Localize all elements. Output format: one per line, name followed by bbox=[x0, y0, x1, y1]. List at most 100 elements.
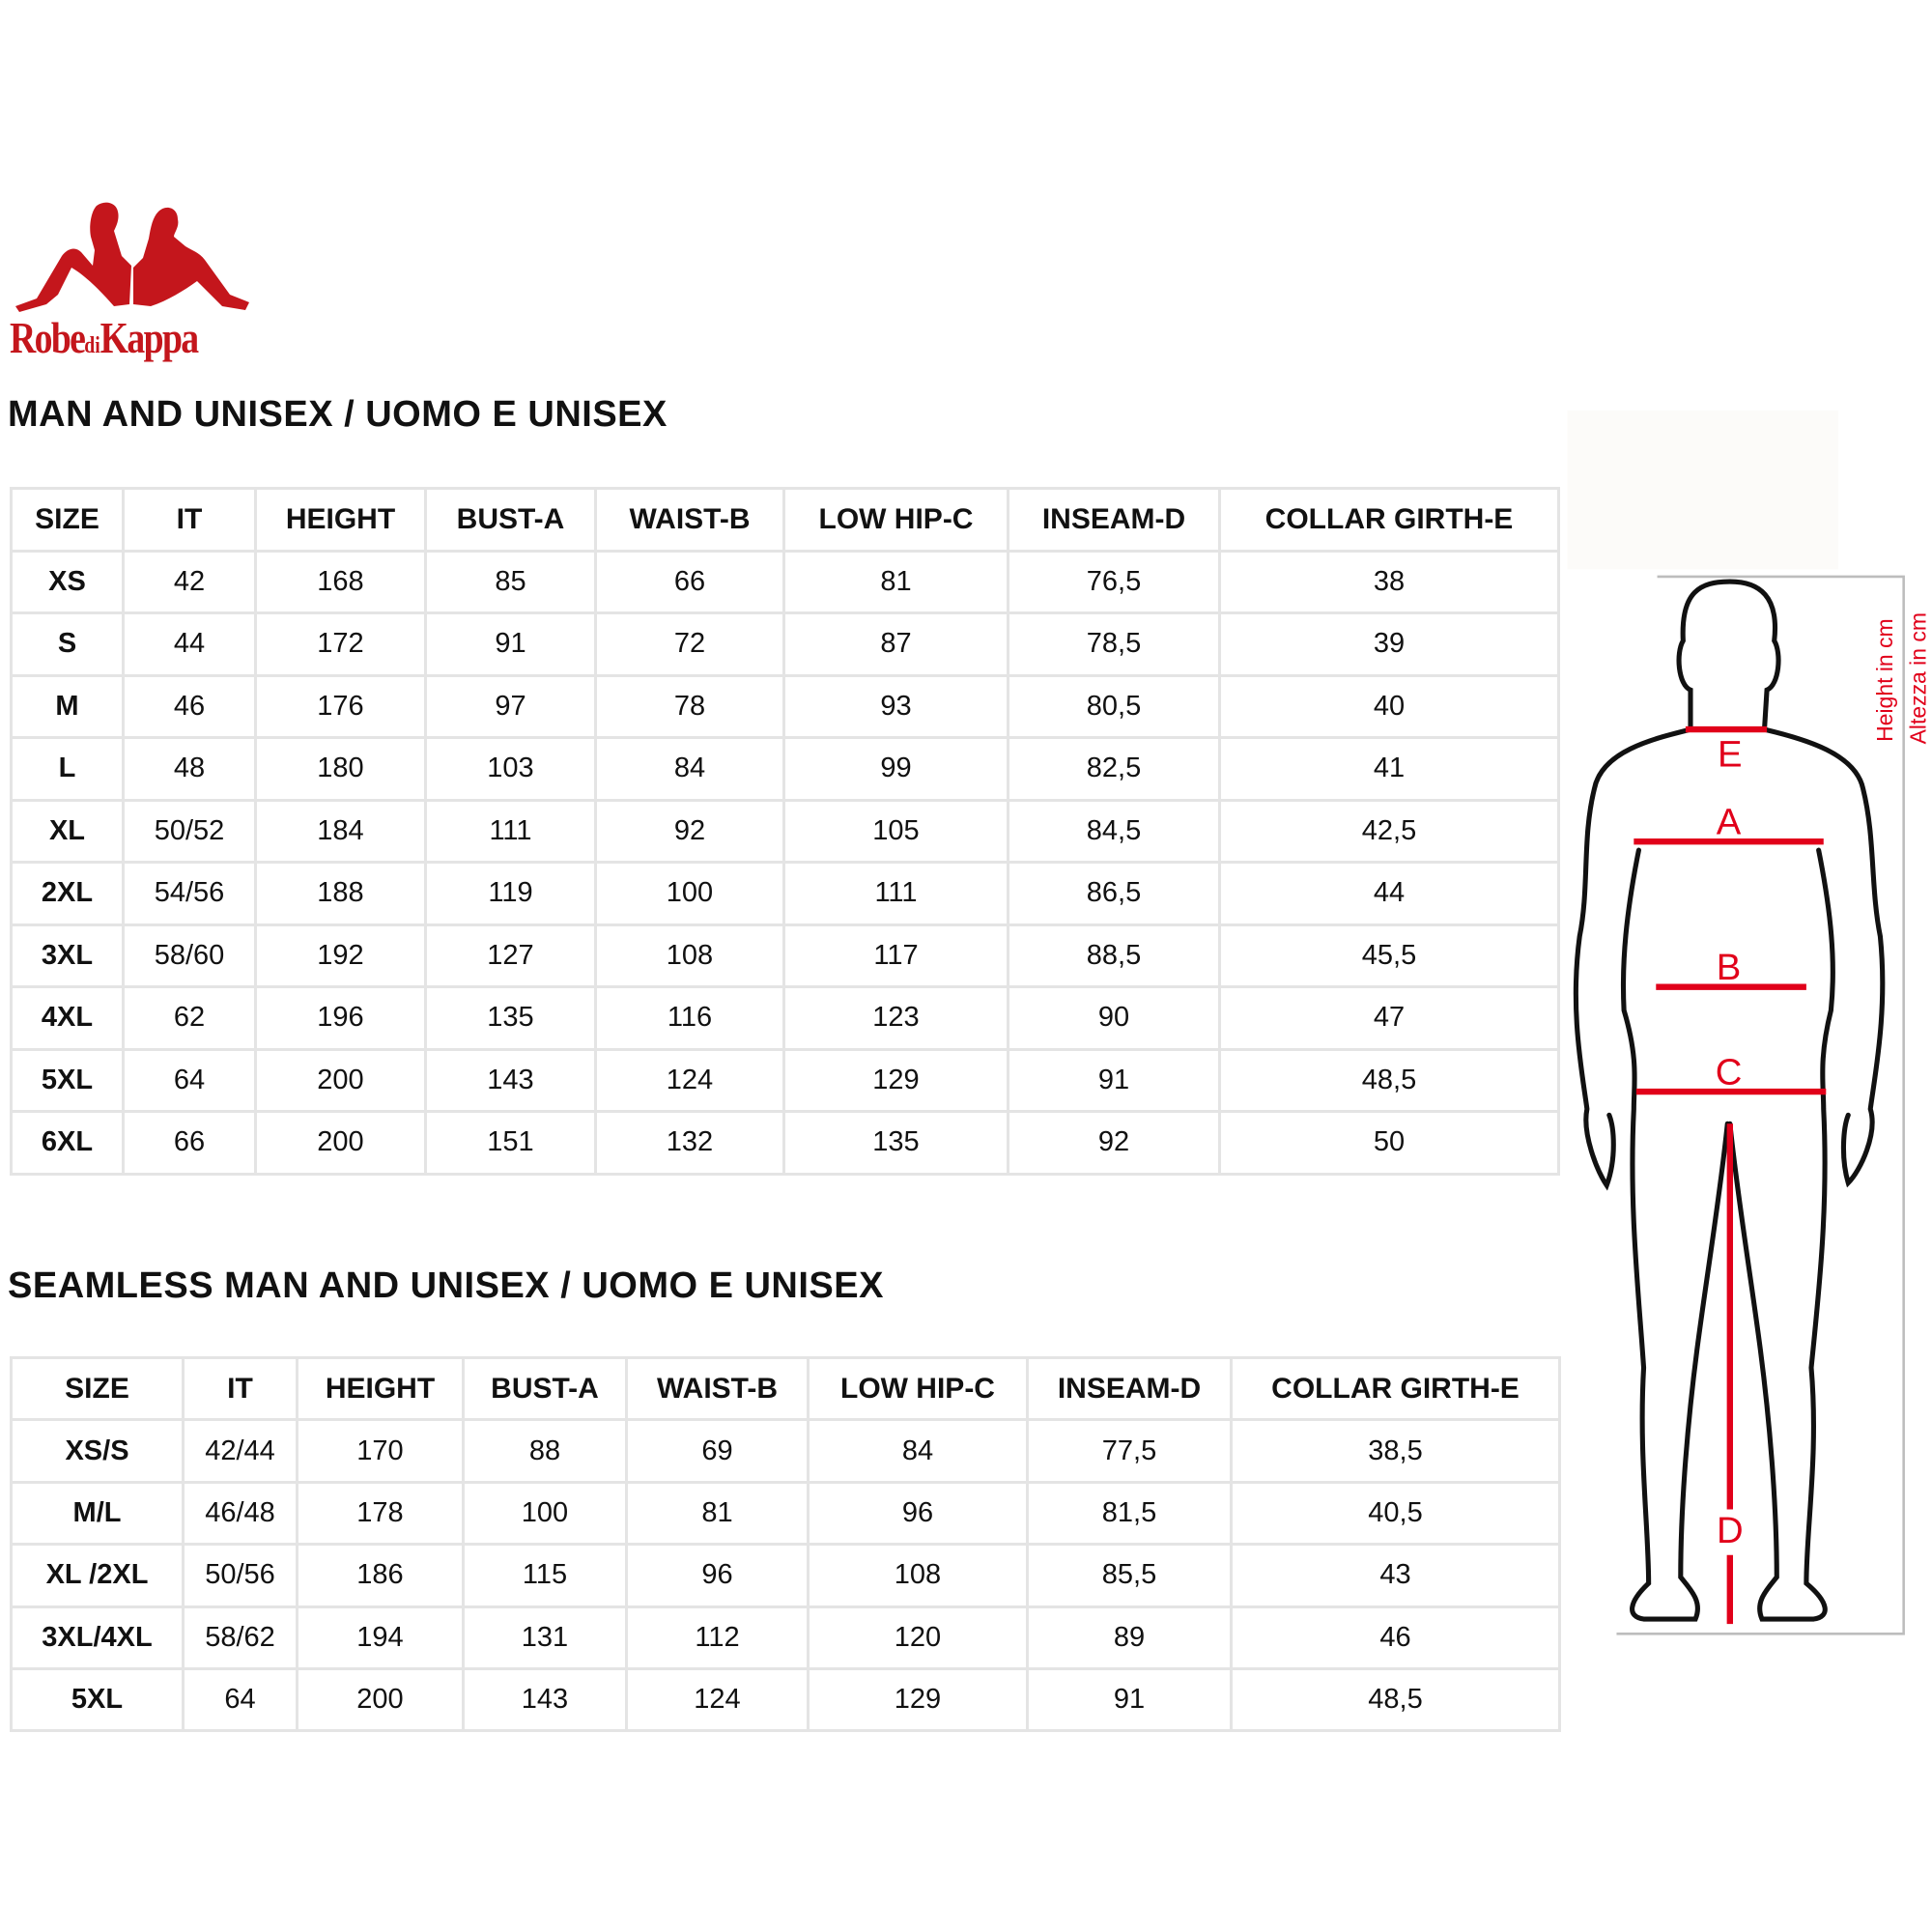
column-header: HEIGHT bbox=[254, 487, 427, 553]
size-cell: L bbox=[10, 736, 125, 802]
table-cell: 82,5 bbox=[1007, 736, 1221, 802]
table-cell: 64 bbox=[122, 1047, 257, 1113]
table-cell: 38 bbox=[1218, 549, 1560, 614]
table-cell: 131 bbox=[462, 1605, 628, 1670]
table-cell: 77,5 bbox=[1026, 1418, 1233, 1484]
header-row: SIZE IT HEIGHT BUST-A WAIST-B LOW HIP-C INSEAM… bbox=[10, 1355, 1561, 1422]
column-header: BUST-A bbox=[462, 1355, 628, 1422]
table-cell: 124 bbox=[594, 1047, 785, 1113]
table-cell: 78,5 bbox=[1007, 611, 1221, 677]
table-cell: 200 bbox=[254, 1047, 427, 1113]
size-cell: M/L bbox=[10, 1480, 185, 1547]
table-row: 3XL/4XL 58/62 194 131 112 120 89 46 bbox=[10, 1605, 1561, 1670]
table-cell: 143 bbox=[424, 1047, 597, 1113]
table-cell: 54/56 bbox=[122, 861, 257, 926]
table-cell: 66 bbox=[122, 1110, 257, 1176]
table-cell: 184 bbox=[254, 798, 427, 864]
table-cell: 117 bbox=[782, 923, 1009, 988]
table-cell: 176 bbox=[254, 673, 427, 739]
column-header: LOW HIP-C bbox=[782, 487, 1009, 553]
column-header: WAIST-B bbox=[625, 1355, 810, 1422]
table-cell: 111 bbox=[782, 861, 1009, 926]
table-cell: 186 bbox=[296, 1543, 465, 1608]
size-cell: M bbox=[10, 673, 125, 739]
table-row: 3XL 58/60 192 127 108 117 88,5 45,5 bbox=[10, 923, 1560, 988]
table-cell: 86,5 bbox=[1007, 861, 1221, 926]
table-cell: 103 bbox=[424, 736, 597, 802]
label-d: D bbox=[1717, 1510, 1744, 1551]
table-cell: 66 bbox=[594, 549, 785, 614]
size-cell: XL /2XL bbox=[10, 1543, 185, 1608]
table-cell: 81 bbox=[782, 549, 1009, 614]
table-cell: 196 bbox=[254, 985, 427, 1051]
table-cell: 45,5 bbox=[1218, 923, 1560, 988]
size-cell: 5XL bbox=[10, 1047, 125, 1113]
column-header: COLLAR GIRTH-E bbox=[1230, 1355, 1561, 1422]
size-cell: 3XL bbox=[10, 923, 125, 988]
column-header: WAIST-B bbox=[594, 487, 785, 553]
table-cell: 42 bbox=[122, 549, 257, 614]
table-cell: 93 bbox=[782, 673, 1009, 739]
table-cell: 97 bbox=[424, 673, 597, 739]
table-cell: 50/56 bbox=[182, 1543, 298, 1608]
table-cell: 151 bbox=[424, 1110, 597, 1176]
table-cell: 84,5 bbox=[1007, 798, 1221, 864]
table-cell: 80,5 bbox=[1007, 673, 1221, 739]
table-cell: 48,5 bbox=[1230, 1666, 1561, 1733]
table-row: XS 42 168 85 66 81 76,5 38 bbox=[10, 549, 1560, 614]
table-row: S 44 172 91 72 87 78,5 39 bbox=[10, 611, 1560, 677]
table-cell: 119 bbox=[424, 861, 597, 926]
table-cell: 81 bbox=[625, 1480, 810, 1547]
table-cell: 108 bbox=[807, 1543, 1029, 1608]
table-cell: 135 bbox=[782, 1110, 1009, 1176]
table-cell: 88 bbox=[462, 1418, 628, 1484]
table-cell: 48 bbox=[122, 736, 257, 802]
table-cell: 129 bbox=[807, 1666, 1029, 1733]
table-cell: 47 bbox=[1218, 985, 1560, 1051]
table-cell: 58/62 bbox=[182, 1605, 298, 1670]
table-cell: 38,5 bbox=[1230, 1418, 1561, 1484]
table-cell: 64 bbox=[182, 1666, 298, 1733]
table-cell: 41 bbox=[1218, 736, 1560, 802]
table-cell: 192 bbox=[254, 923, 427, 988]
table-cell: 100 bbox=[462, 1480, 628, 1547]
size-cell: 6XL bbox=[10, 1110, 125, 1176]
table-cell: 112 bbox=[625, 1605, 810, 1670]
logo-wordmark: RobediKappa bbox=[10, 313, 199, 362]
table-row: XS/S 42/44 170 88 69 84 77,5 38,5 bbox=[10, 1418, 1561, 1484]
label-c: C bbox=[1716, 1051, 1743, 1093]
kappa-logo: RobediKappa bbox=[8, 198, 257, 364]
size-cell: XL bbox=[10, 798, 125, 864]
table-row: M/L 46/48 178 100 81 96 81,5 40,5 bbox=[10, 1480, 1561, 1547]
table-cell: 124 bbox=[625, 1666, 810, 1733]
column-header: SIZE bbox=[10, 487, 125, 553]
table-row: 6XL 66 200 151 132 135 92 50 bbox=[10, 1110, 1560, 1176]
table-cell: 178 bbox=[296, 1480, 465, 1547]
table-cell: 143 bbox=[462, 1666, 628, 1733]
table-cell: 72 bbox=[594, 611, 785, 677]
table-cell: 91 bbox=[1026, 1666, 1233, 1733]
kappa-omini-icon bbox=[15, 202, 249, 312]
height-bracket bbox=[1616, 575, 1905, 1635]
column-header: SIZE bbox=[10, 1355, 185, 1422]
table-cell: 88,5 bbox=[1007, 923, 1221, 988]
table-cell: 132 bbox=[594, 1110, 785, 1176]
table-cell: 168 bbox=[254, 549, 427, 614]
column-header: HEIGHT bbox=[296, 1355, 465, 1422]
table-cell: 87 bbox=[782, 611, 1009, 677]
table-cell: 91 bbox=[1007, 1047, 1221, 1113]
body-outline-icon bbox=[1573, 579, 1886, 1622]
background-panel bbox=[1567, 410, 1839, 570]
table-cell: 43 bbox=[1230, 1543, 1561, 1608]
table-cell: 90 bbox=[1007, 985, 1221, 1051]
label-e: E bbox=[1718, 733, 1743, 775]
table-cell: 48,5 bbox=[1218, 1047, 1560, 1113]
table-cell: 129 bbox=[782, 1047, 1009, 1113]
label-a: A bbox=[1717, 802, 1742, 843]
table-cell: 127 bbox=[424, 923, 597, 988]
column-header: INSEAM-D bbox=[1007, 487, 1221, 553]
size-table-seamless: SIZE IT HEIGHT BUST-A WAIST-B LOW HIP-C INSEAM… bbox=[10, 1355, 1561, 1733]
size-cell: 4XL bbox=[10, 985, 125, 1051]
table-row: M 46 176 97 78 93 80,5 40 bbox=[10, 673, 1560, 739]
table-cell: 84 bbox=[594, 736, 785, 802]
